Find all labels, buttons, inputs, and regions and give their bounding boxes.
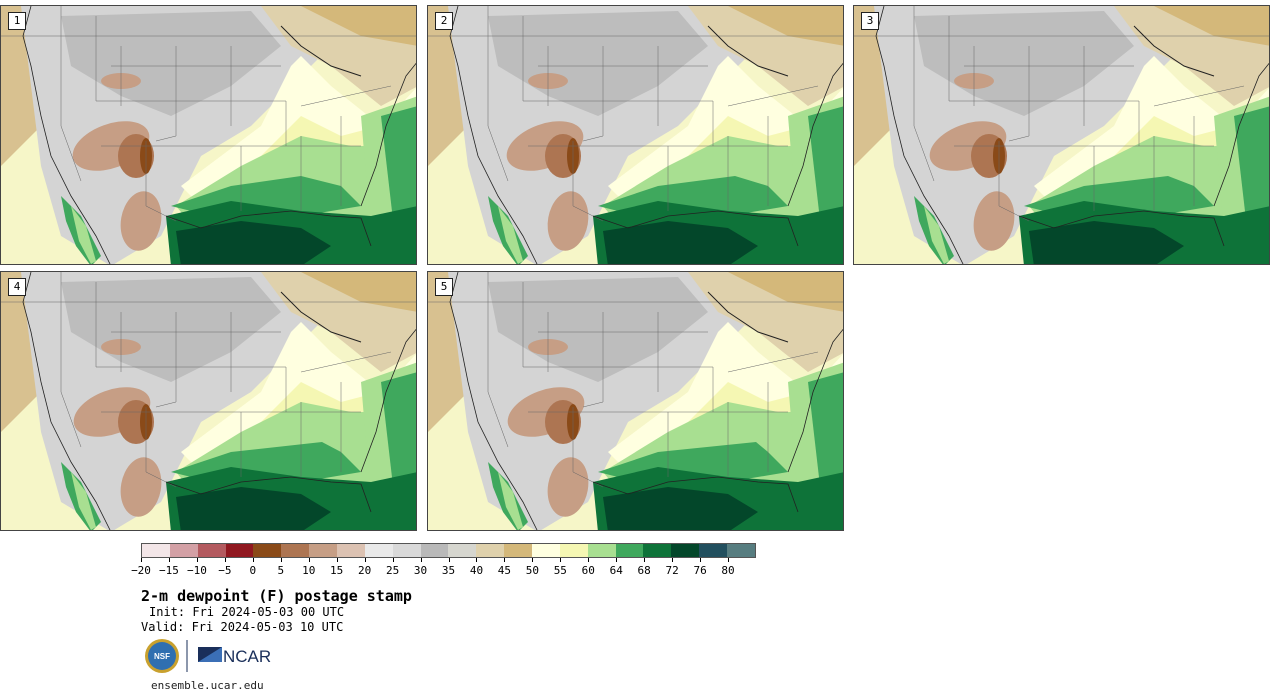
colorbar-tick-label: 76 — [693, 564, 707, 577]
colorbar-swatch — [253, 544, 282, 557]
init-time: Init: Fri 2024-05-03 00 UTC — [149, 605, 345, 619]
colorbar-tick-label: −10 — [186, 564, 207, 577]
colorbar-tick-label: 15 — [330, 564, 344, 577]
colorbar-tick-label: 0 — [249, 564, 257, 577]
colorbar-tick — [420, 558, 422, 562]
colorbar-tick-label: 64 — [609, 564, 623, 577]
colorbar-tick-label: 20 — [358, 564, 372, 577]
colorbar-tick — [141, 558, 142, 562]
colorbar-tick — [168, 558, 170, 562]
dewpoint-map — [1, 272, 416, 530]
member-number-label: 3 — [861, 12, 879, 30]
colorbar-swatch — [615, 544, 644, 557]
colorbar-tick-label: 10 — [302, 564, 316, 577]
colorbar-tick-label: 35 — [441, 564, 456, 577]
colorbar-swatch — [142, 544, 170, 557]
colorbar-swatch — [587, 544, 616, 557]
colorbar-swatch — [337, 544, 365, 557]
map-panel-5: 5 — [427, 271, 844, 531]
colorbar-tick — [224, 558, 226, 562]
chart-title: 2-m dewpoint (F) postage stamp — [141, 587, 412, 605]
colorbar-tick — [364, 558, 366, 562]
colorbar-swatch — [699, 544, 728, 557]
colorbar-tick — [532, 558, 534, 562]
colorbar-tick — [700, 558, 702, 562]
colorbar-tick-label: 55 — [553, 564, 567, 577]
colorbar-swatch — [420, 544, 449, 557]
map-panel-2: 2 — [427, 5, 844, 265]
colorbar-tick-label: −5 — [218, 564, 232, 577]
colorbar-tick — [616, 558, 618, 562]
colorbar-tick — [280, 558, 282, 562]
colorbar-tick-label: 50 — [525, 564, 539, 577]
colorbar-swatch — [448, 544, 477, 557]
colorbar-tick-label: 40 — [469, 564, 484, 577]
colorbar-swatch — [643, 544, 672, 557]
colorbar-swatch — [197, 544, 226, 557]
colorbar-tick-label: −15 — [159, 564, 179, 577]
member-number-label: 5 — [435, 278, 453, 296]
colorbar-tick-label: 80 — [721, 564, 735, 577]
member-number-label: 1 — [8, 12, 26, 30]
colorbar-tick-label: 30 — [413, 564, 428, 577]
colorbar-tick-label: 25 — [385, 564, 400, 577]
colorbar-tick — [476, 558, 478, 562]
dewpoint-map — [854, 6, 1269, 264]
colorbar-swatch — [504, 544, 533, 557]
colorbar — [141, 543, 756, 558]
map-panel-3: 3 — [853, 5, 1270, 265]
colorbar-tick — [588, 558, 590, 562]
ncar-logo: NCAR — [198, 647, 271, 666]
colorbar-swatch — [532, 544, 560, 557]
dewpoint-map — [1, 6, 416, 264]
colorbar-swatch — [309, 544, 338, 557]
colorbar-tick — [252, 558, 254, 562]
colorbar-tick — [448, 558, 450, 562]
colorbar-tick — [644, 558, 646, 562]
site-url[interactable]: ensemble.ucar.edu — [151, 679, 264, 692]
colorbar-ticks: −20 −15 −10 −5 0 5 10 15 20 25 30 35 40 45 50 55 60 64 68 7… — [131, 558, 756, 578]
dewpoint-map — [428, 6, 843, 264]
colorbar-tick-label: 5 — [277, 564, 285, 577]
colorbar-swatch — [169, 544, 198, 557]
nsf-logo: NSF — [145, 639, 179, 673]
colorbar-tick — [504, 558, 506, 562]
member-number-label: 4 — [8, 278, 26, 296]
colorbar-tick-label: 60 — [581, 564, 595, 577]
valid-time: Valid: Fri 2024-05-03 10 UTC — [141, 620, 344, 634]
colorbar-tick — [392, 558, 394, 562]
colorbar-swatch — [364, 544, 393, 557]
colorbar-swatch — [727, 544, 755, 557]
logos: NSF NCAR — [145, 639, 271, 673]
colorbar-swatch — [281, 544, 310, 557]
colorbar-tick-label: 72 — [665, 564, 679, 577]
colorbar-tick — [560, 558, 562, 562]
colorbar-swatch — [476, 544, 505, 557]
colorbar-swatch — [671, 544, 700, 557]
map-panel-4: 4 — [0, 271, 417, 531]
colorbar-tick-label: −20 — [131, 564, 151, 577]
colorbar-tick — [728, 558, 730, 562]
dewpoint-map — [428, 272, 843, 530]
colorbar-tick-label: 45 — [497, 564, 512, 577]
member-number-label: 2 — [435, 12, 453, 30]
colorbar-swatch — [559, 544, 588, 557]
colorbar-tick — [308, 558, 310, 562]
colorbar-tick — [672, 558, 674, 562]
colorbar-tick — [336, 558, 338, 562]
colorbar-tick-label: 68 — [637, 564, 651, 577]
colorbar-swatch — [225, 544, 254, 557]
colorbar-swatch — [392, 544, 421, 557]
svg-text:NCAR: NCAR — [223, 647, 271, 666]
map-panel-1: 1 — [0, 5, 417, 265]
svg-text:NSF: NSF — [154, 652, 170, 661]
colorbar-tick — [196, 558, 198, 562]
